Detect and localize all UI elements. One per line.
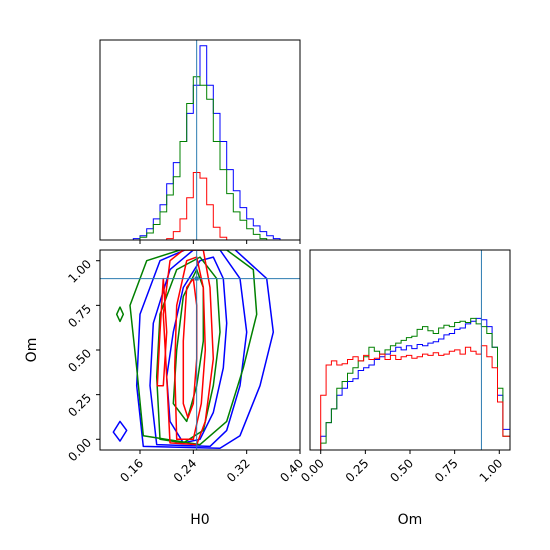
contour-panel-frame: [99, 249, 301, 451]
om-x-tick-label-4: 1.00: [477, 456, 506, 485]
contour-0-3: [112, 420, 128, 442]
h0-histogram-line-1: [100, 76, 300, 240]
truth-point: [194, 276, 199, 281]
contour-series: [112, 250, 275, 449]
x-axis-label-om: Om: [398, 512, 423, 528]
om-x-tick-label-1: 0.25: [343, 456, 372, 485]
contour-2-3: [156, 277, 168, 387]
panel-h0-om-contours: 0.16 0.24 0.32 0.400.000.250.500.751.00: [65, 249, 306, 485]
om-histogram-line-1: [310, 317, 510, 450]
om-x-tick-label-2: 0.50: [387, 456, 416, 485]
om-x-tick-label-3: 0.75: [432, 456, 461, 485]
h0-histogram-frame: [99, 39, 301, 241]
contour-2-1: [173, 256, 207, 441]
om-histogram-frame: [309, 249, 511, 451]
h0-histogram-line-2: [100, 172, 300, 240]
om-y-tick-label-2: 0.50: [65, 346, 94, 375]
h0-tick-label-2: 0.32: [224, 456, 253, 485]
contour-panel-ticks: 0.16 0.24 0.32 0.400.000.250.500.751.00: [65, 257, 306, 485]
x-axis-label-h0: H0: [190, 512, 209, 528]
om-histogram-series: [310, 317, 510, 450]
contour-0-2: [135, 250, 275, 449]
contour-0-1: [149, 250, 248, 448]
panel-om-histogram: 0.00 0.25 0.50 0.75 1.00: [298, 249, 511, 485]
panel-h0-histogram: [99, 39, 301, 244]
om-histogram-line-2: [310, 345, 510, 450]
contour-2-0: [182, 277, 198, 419]
h0-tick-label-0: 0.16: [117, 456, 146, 485]
contour-1-0: [172, 268, 205, 423]
om-y-tick-label-1: 0.25: [65, 391, 94, 420]
contour-1-3: [115, 306, 125, 323]
om-x-tick-label-0: 0.00: [298, 456, 327, 485]
om-histogram-line-0: [310, 317, 510, 450]
h0-tick-label-1: 0.24: [171, 456, 200, 485]
om-histogram-ticks: 0.00 0.25 0.50 0.75 1.00: [298, 450, 505, 485]
y-axis-label-om: Om: [24, 338, 40, 363]
om-y-tick-label-0: 0.00: [65, 436, 94, 465]
om-y-tick-label-4: 1.00: [65, 257, 94, 286]
h0-histogram-ticks: [139, 240, 301, 244]
om-y-tick-label-3: 0.75: [65, 302, 94, 331]
contour-2-2: [162, 250, 215, 446]
contour-1-2: [129, 250, 258, 446]
h0-histogram-series: [100, 45, 300, 240]
h0-histogram-line-0: [100, 45, 300, 240]
